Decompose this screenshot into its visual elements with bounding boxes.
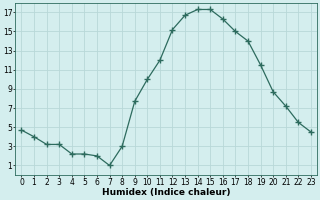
X-axis label: Humidex (Indice chaleur): Humidex (Indice chaleur): [102, 188, 230, 197]
